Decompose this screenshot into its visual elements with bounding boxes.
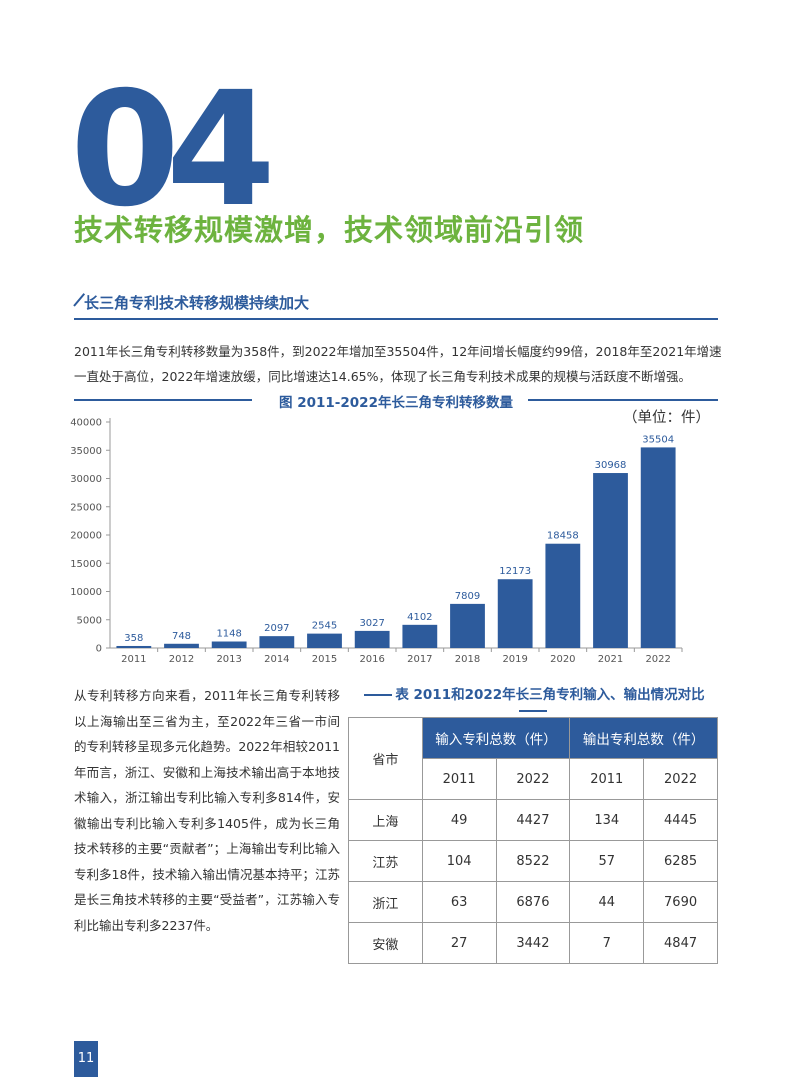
bar: [307, 633, 342, 648]
page-number: 11: [74, 1041, 98, 1077]
bar: [593, 473, 628, 648]
cell-value: 7690: [643, 881, 718, 923]
table-row: 安徽 27 3442 7 4847: [348, 922, 718, 964]
bar: [640, 447, 676, 648]
bar-value-label: 30968: [595, 460, 627, 471]
cell-value: 49: [421, 799, 497, 841]
header-year: 2011: [421, 758, 497, 800]
table-row: 上海 49 4427 134 4445: [348, 799, 718, 841]
cell-value: 3442: [495, 922, 571, 964]
bar: [164, 643, 199, 648]
bar-value-label: 358: [124, 633, 143, 644]
cell-province: 浙江: [348, 881, 423, 923]
bar-value-label: 3027: [359, 618, 384, 629]
chart-title-rule-right: [528, 399, 718, 401]
intro-paragraph: 2011年长三角专利转移数量为358件，到2022年增加至35504件，12年间…: [74, 344, 722, 384]
chart-unit: （单位：件）: [623, 410, 710, 426]
chart-title-rule-left: [74, 399, 252, 401]
x-tick-label: 2021: [598, 654, 623, 665]
subsection-title: 长三角专利技术转移规模持续加大: [84, 294, 310, 312]
section-number: 04: [70, 58, 276, 242]
cell-value: 63: [421, 881, 497, 923]
cell-value: 57: [569, 840, 645, 882]
cell-value: 104: [421, 840, 497, 882]
bar-value-label: 12173: [499, 566, 531, 577]
x-tick-label: 2011: [121, 654, 146, 665]
section-title: 技术转移规模激增，技术领域前沿引领: [74, 213, 585, 247]
chart-title-bar: 图 2011-2022年长三角专利转移数量: [74, 390, 718, 411]
bar-value-label: 2545: [312, 621, 337, 632]
bar-value-label: 1148: [216, 629, 241, 640]
x-tick-label: 2016: [359, 654, 384, 665]
y-tick-label: 5000: [77, 615, 102, 626]
header-province: 省市: [348, 717, 423, 800]
cell-province: 上海: [348, 799, 423, 841]
y-tick-label: 35000: [70, 446, 102, 457]
bar: [545, 543, 581, 648]
cell-value: 4427: [495, 799, 571, 841]
cell-value: 8522: [495, 840, 571, 882]
y-tick-label: 30000: [70, 474, 102, 485]
table-row: 江苏 104 8522 57 6285: [348, 840, 718, 882]
direction-paragraph: 从专利转移方向来看，2011年长三角专利转移以上海输出至三省为主，至2022年三…: [74, 688, 340, 933]
cell-value: 4445: [643, 799, 718, 841]
bar-value-label: 748: [172, 631, 191, 642]
cell-province: 安徽: [348, 922, 423, 964]
subsection-underline: [74, 318, 718, 320]
bar: [402, 624, 438, 648]
x-tick-label: 2013: [216, 654, 241, 665]
bar-value-label: 2097: [264, 623, 289, 634]
table-title-dash-left: [364, 694, 393, 696]
bar-value-label: 18458: [547, 531, 579, 542]
bar-value-label: 35504: [642, 434, 674, 445]
x-tick-label: 2018: [455, 654, 480, 665]
bar: [497, 579, 533, 648]
cell-value: 4847: [643, 922, 718, 964]
x-tick-label: 2015: [312, 654, 337, 665]
header-year: 2022: [495, 758, 571, 800]
header-year: 2011: [569, 758, 645, 800]
x-tick-label: 2022: [645, 654, 670, 665]
cell-value: 27: [421, 922, 497, 964]
patent-flow-table: 省市 输入专利总数（件） 输出专利总数（件） 2011 2022 2011 20…: [348, 717, 718, 964]
bar: [354, 630, 390, 648]
header-input: 输入专利总数（件）: [421, 717, 571, 759]
bar: [116, 645, 152, 648]
bar: [211, 641, 247, 648]
cell-value: 6285: [643, 840, 718, 882]
y-tick-label: 10000: [70, 587, 102, 598]
cell-value: 6876: [495, 881, 571, 923]
table-title: 表 2011和2022年长三角专利输入、输出情况对比: [348, 683, 718, 719]
header-output: 输出专利总数（件）: [569, 717, 718, 759]
x-tick-label: 2019: [502, 654, 527, 665]
y-tick-label: 25000: [70, 502, 102, 513]
bar-value-label: 4102: [407, 612, 432, 623]
bar: [259, 636, 295, 648]
y-tick-label: 20000: [70, 531, 102, 542]
cell-value: 7: [569, 922, 645, 964]
bar-value-label: 7809: [455, 591, 480, 602]
y-tick-label: 0: [96, 644, 102, 655]
cell-value: 44: [569, 881, 645, 923]
x-tick-label: 2012: [169, 654, 194, 665]
chart-title: 图 2011-2022年长三角专利转移数量: [279, 395, 513, 411]
y-tick-label: 40000: [70, 418, 102, 429]
x-tick-label: 2020: [550, 654, 575, 665]
cell-value: 134: [569, 799, 645, 841]
cell-province: 江苏: [348, 840, 423, 882]
y-tick-label: 15000: [70, 559, 102, 570]
bar: [450, 603, 485, 648]
x-tick-label: 2017: [407, 654, 432, 665]
table-row: 浙江 63 6876 44 7690: [348, 881, 718, 923]
table-title-text: 表 2011和2022年长三角专利输入、输出情况对比: [395, 687, 705, 703]
bar-chart: 0 5000 10000 15000 20000 25000 30000 35000 40000…: [70, 418, 683, 665]
table-title-dash-right: [519, 710, 547, 712]
x-tick-label: 2014: [264, 654, 289, 665]
header-year: 2022: [643, 758, 718, 800]
